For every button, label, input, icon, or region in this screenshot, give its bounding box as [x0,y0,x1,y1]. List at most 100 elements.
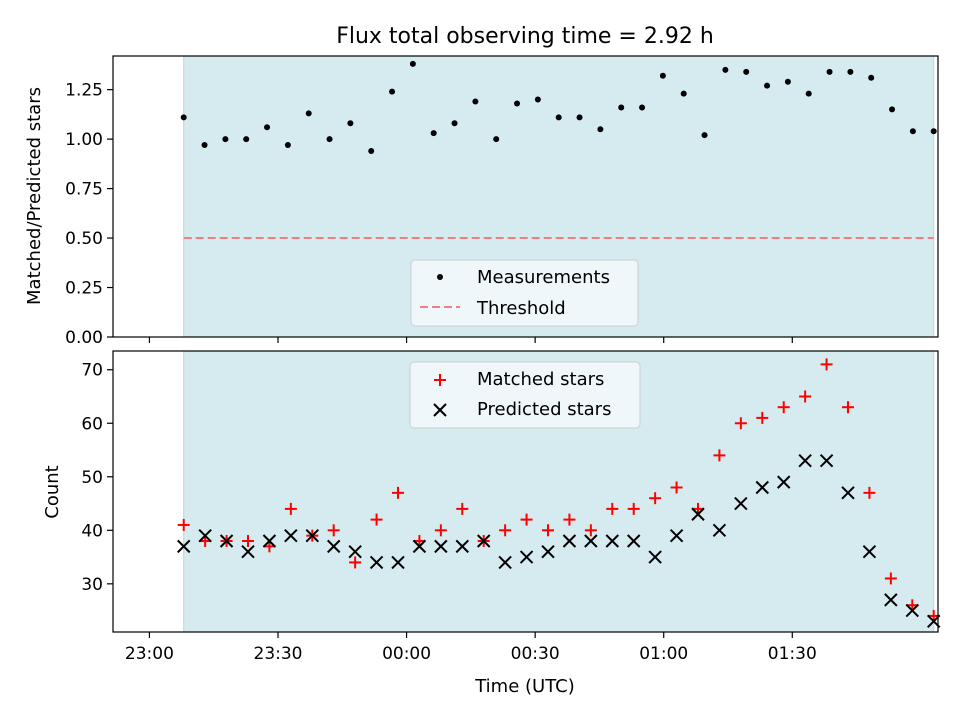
measurement-point [847,68,854,75]
ratio-y-axis-label: Matched/Predicted stars [24,87,45,305]
measurement-point [180,114,187,121]
predicted-star-point [219,534,234,548]
matched-star-point [370,513,383,526]
predicted-star-point [562,534,577,548]
legend-predicted-label: Predicted stars [477,399,611,420]
legend-measurements-label: Measurements [477,267,610,288]
predicted-star-point [755,480,769,495]
measurement-point [909,128,916,135]
measurement-point [889,106,896,113]
matched-star-point [542,524,554,537]
matched-star-point [713,449,726,462]
ratio-x-ticks [148,337,793,343]
predicted-star-point [627,534,641,548]
predicted-star-point [412,539,427,554]
matched-star-points [177,358,940,622]
predicted-star-point [498,555,512,570]
predicted-star-point [605,534,619,548]
predicted-star-point [584,534,598,548]
predicted-star-point [477,534,491,548]
measurement-point [701,132,708,139]
y-tick-label: 50 [81,468,103,488]
matched-star-point [349,556,362,569]
measurement-point [326,136,333,143]
x-tick-label: 23:00 [125,644,174,664]
matched-star-point [756,411,769,424]
count-panel-frame [112,350,939,633]
predicted-star-point [862,545,877,559]
predicted-star-point [327,539,341,554]
predicted-star-point [262,534,277,548]
count-x-ticks: 23:00 23:30 00:00 00:30 01:00 01:30 [125,632,817,664]
matched-star-point [777,401,790,414]
x-tick-label: 01:30 [768,644,817,664]
measurement-point [597,126,604,133]
y-tick-label: 0.00 [65,328,103,348]
measurement-point [201,142,208,149]
ratio-y-ticks: 0.00 0.25 0.50 0.75 1.00 1.25 [65,81,113,348]
x-tick-label: 01:00 [639,644,688,664]
measurement-point [722,66,729,73]
matched-star-point [327,524,340,537]
x-tick-label: 23:30 [254,644,303,664]
legend-measurement-marker [437,274,443,280]
y-tick-label: 0.75 [65,180,103,200]
predicted-star-point [391,555,405,570]
matched-star-point [734,417,747,430]
matched-star-point [649,492,662,505]
legend-matched-label: Matched stars [477,369,604,390]
predicted-star-point [819,454,834,468]
measurement-point [430,130,437,137]
measurement-point [576,114,583,121]
measurement-point [472,98,479,105]
matched-star-point [456,502,469,515]
measurement-point [222,136,229,143]
matched-star-point [799,390,812,403]
matched-star-point [434,524,447,537]
measurement-point [930,128,937,135]
matched-star-point [499,524,512,537]
measurement-point [555,114,562,121]
measurement-point [514,100,521,107]
measurement-point [659,72,666,79]
predicted-star-point [734,496,748,511]
measurement-points [180,60,937,154]
y-tick-label: 0.50 [65,229,103,249]
measurement-point [618,104,625,111]
predicted-star-point [712,523,727,538]
matched-star-point [284,502,297,515]
predicted-star-points [177,454,941,629]
legend-x-glyph [433,403,447,417]
count-y-ticks: 30 40 50 60 70 [81,361,113,595]
measurement-point [264,124,271,131]
matched-star-point [670,481,683,494]
predicted-star-point [669,528,684,543]
matched-star-point [820,358,833,371]
measurement-point [389,88,396,95]
predicted-star-point [541,545,555,559]
measurement-point [764,82,771,89]
ratio-panel: 0.00 0.25 0.50 0.75 1.00 1.25 Matched/Predict… [24,55,939,348]
legend-plus-glyph [434,374,446,386]
matched-star-point [520,513,533,526]
predicted-star-point [241,545,255,559]
measurement-point [826,68,833,75]
measurement-point [743,68,750,75]
measurement-point [680,90,687,97]
matched-star-point [863,486,876,499]
predicted-star-point [177,539,191,554]
y-tick-label: 40 [81,521,103,541]
y-tick-label: 70 [81,361,103,381]
matched-star-point [884,572,897,585]
legend-matched-marker [434,374,446,386]
predicted-star-point [198,528,212,543]
count-y-axis-label: Count [42,465,63,518]
predicted-star-point [519,550,534,564]
measurement-point [493,136,500,143]
predicted-star-point [434,539,448,554]
measurement-point [451,120,458,127]
measurement-point [805,90,812,97]
y-tick-label: 1.25 [65,81,103,101]
measurement-point [347,120,354,127]
